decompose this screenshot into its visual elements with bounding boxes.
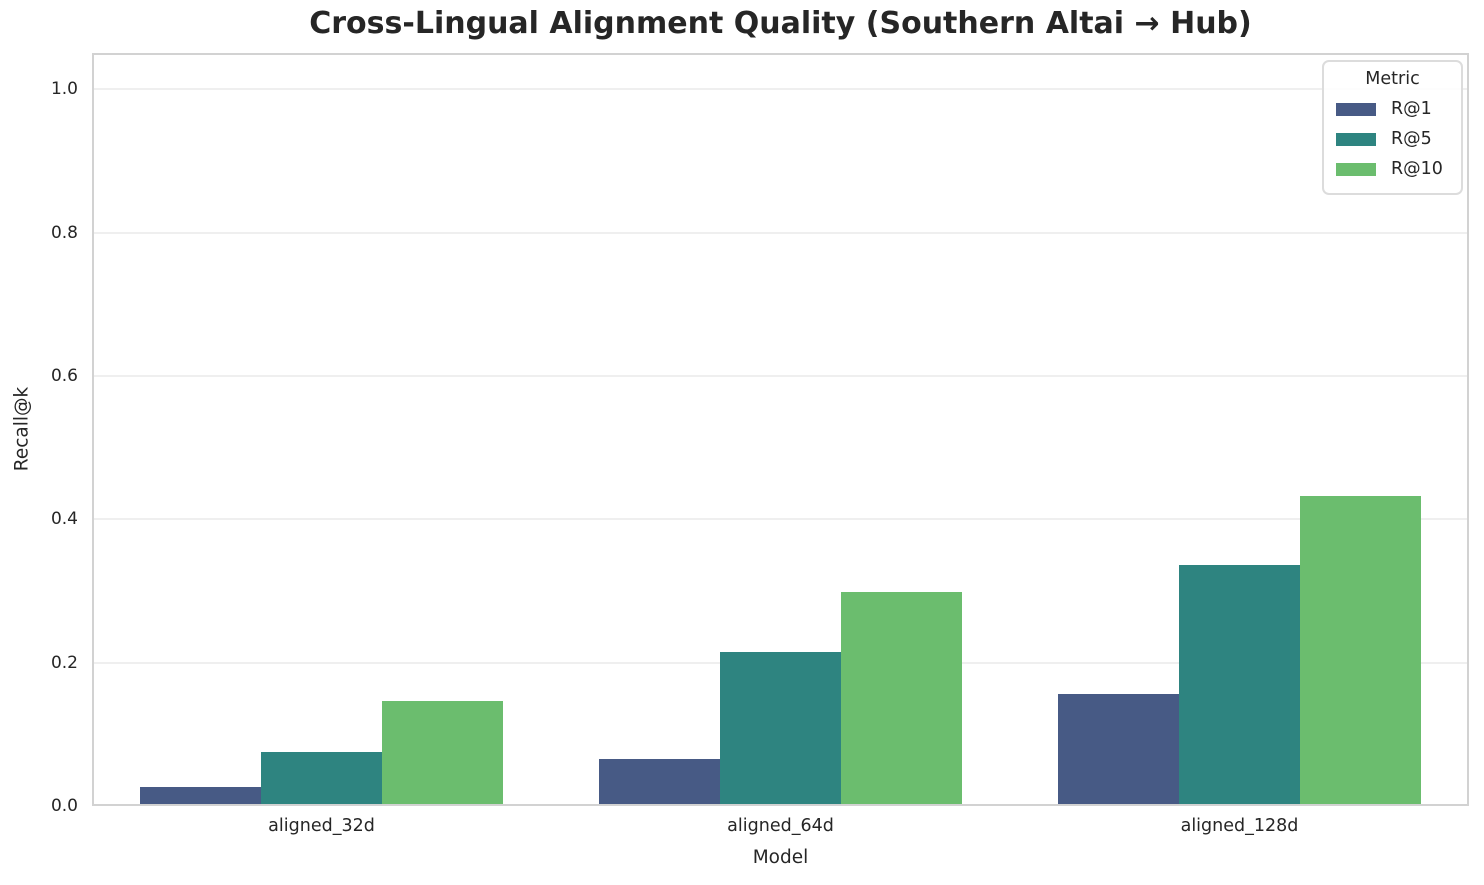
y-tick-label: 0.8 [50,222,78,243]
bar-aligned_64d-R@5 [720,651,841,806]
bar-aligned_32d-R@10 [382,701,503,806]
bar-aligned_128d-R@10 [1300,495,1421,806]
legend-entry-r10: R@10 [1334,154,1451,184]
gridline [92,518,1469,521]
gridline [92,374,1469,377]
legend-entry-r5: R@5 [1334,124,1451,154]
legend-entry-r1: R@1 [1334,94,1451,124]
legend-label-r5: R@5 [1391,129,1432,149]
y-tick-label: 0.4 [50,509,78,530]
y-axis-label-text: Recall@k [11,386,33,472]
bar-aligned_128d-R@5 [1179,565,1300,806]
y-tick-label: 0.0 [50,796,78,816]
y-tick-label: 0.6 [50,365,78,386]
legend-swatch-r10 [1336,162,1376,176]
bar-aligned_64d-R@1 [599,759,720,806]
x-axis-label: Model [752,847,809,868]
bar-aligned_64d-R@10 [841,592,962,806]
legend-swatch-r5 [1336,132,1376,146]
legend-swatch-r1 [1336,102,1376,116]
plot-area [92,53,1469,806]
legend: Metric R@1 R@5 R@10 [1322,60,1463,195]
bar-aligned_32d-R@1 [140,787,261,806]
y-tick-label: 1.0 [50,79,78,100]
x-tick-label: aligned_128d [1180,816,1299,836]
bar-aligned_32d-R@5 [261,752,382,806]
gridline [92,88,1469,91]
y-tick-label: 0.2 [50,652,78,673]
gridline [92,231,1469,234]
x-tick-label: aligned_32d [268,816,375,836]
bar-aligned_128d-R@1 [1058,694,1179,806]
legend-label-r1: R@1 [1391,99,1432,119]
x-tick-label: aligned_64d [727,816,834,836]
legend-title: Metric [1365,69,1420,89]
legend-label-r10: R@10 [1391,159,1443,179]
chart-title: Cross-Lingual Alignment Quality (Souther… [309,6,1252,41]
